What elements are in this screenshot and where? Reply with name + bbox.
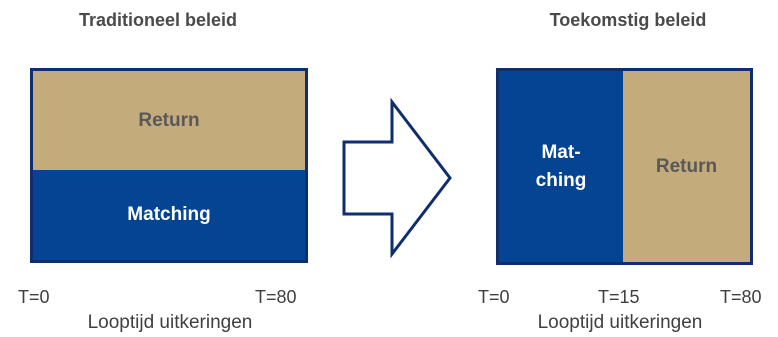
right-return-segment: Return — [623, 71, 750, 262]
right-tick-mid: T=15 — [598, 287, 640, 307]
left-tick-end: T=80 — [255, 287, 297, 307]
right-axis-label: Looptijd uitkeringen — [537, 312, 703, 333]
left-title: Traditioneel beleid — [78, 10, 238, 30]
right-tick-start: T=0 — [478, 287, 510, 307]
right-title: Toekomstig beleid — [549, 10, 707, 30]
right-tick-end: T=80 — [720, 287, 762, 307]
right-matching-segment: Mat- ching — [499, 71, 623, 262]
right-return-label: Return — [655, 155, 718, 177]
right-policy-box: Mat- ching Return — [496, 68, 753, 265]
right-arrow-outline-icon — [336, 98, 458, 258]
left-policy-box: Return Matching — [30, 68, 308, 263]
right-matching-label-line1: Mat- — [541, 141, 581, 163]
left-matching-label: Matching — [127, 204, 211, 226]
left-return-segment: Return — [33, 71, 305, 170]
right-matching-label-line2: ching — [535, 169, 587, 191]
left-tick-start: T=0 — [18, 287, 50, 307]
left-matching-segment: Matching — [33, 170, 305, 260]
left-axis-label: Looptijd uitkeringen — [87, 312, 253, 333]
left-return-label: Return — [138, 109, 200, 131]
